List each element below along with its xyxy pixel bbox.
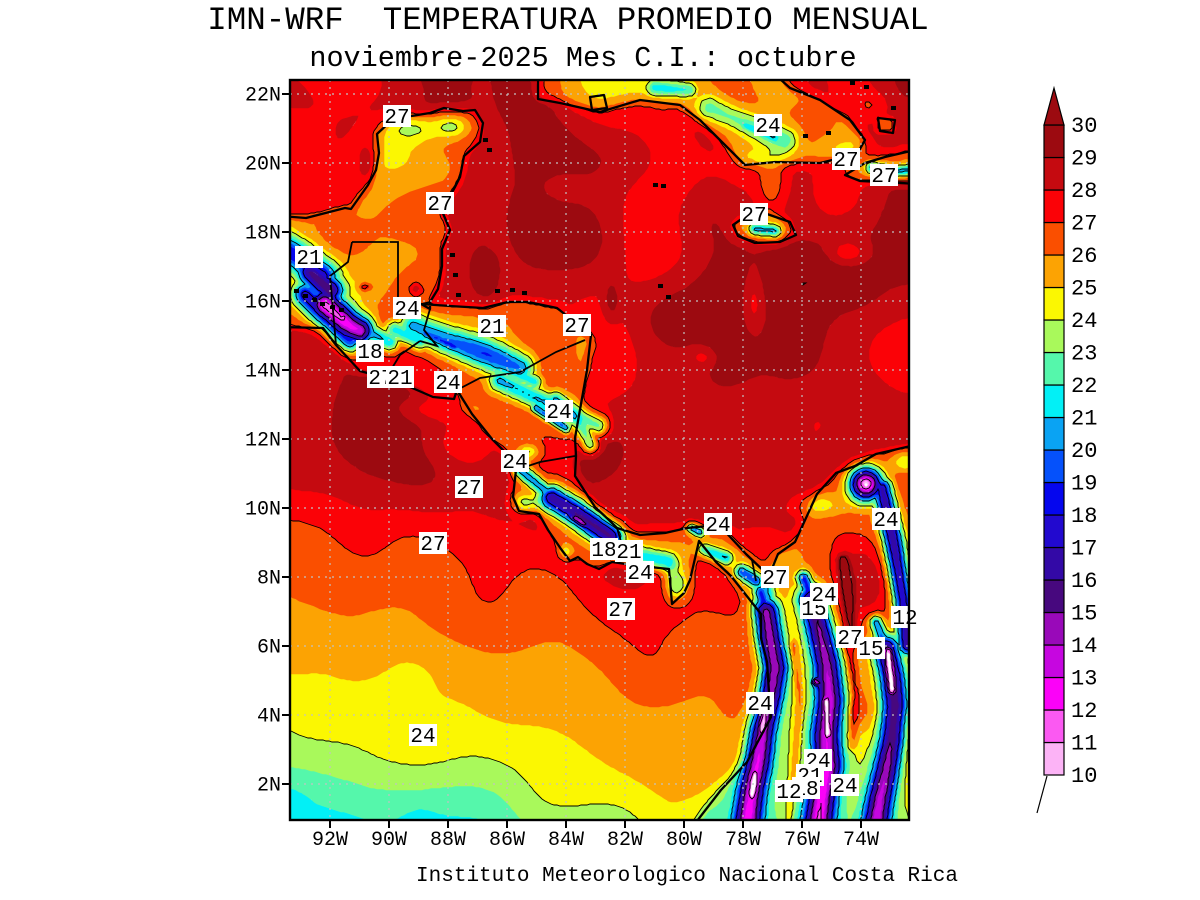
svg-text:18: 18 — [1071, 504, 1097, 529]
svg-text:14: 14 — [1071, 634, 1097, 659]
svg-text:12: 12 — [892, 608, 917, 631]
svg-text:24: 24 — [627, 563, 652, 586]
svg-text:17: 17 — [1071, 537, 1097, 562]
svg-text:8N: 8N — [257, 568, 281, 591]
svg-text:78W: 78W — [725, 829, 761, 852]
svg-text:IMN-WRF TEMPERATURA PROMEDIO: IMN-WRF TEMPERATURA PROMEDIO MENSUAL — [207, 2, 929, 39]
svg-text:24: 24 — [873, 510, 898, 533]
svg-text:27: 27 — [1071, 212, 1097, 237]
svg-text:27: 27 — [833, 150, 858, 173]
svg-text:84W: 84W — [548, 829, 584, 852]
svg-text:6N: 6N — [257, 637, 281, 660]
svg-text:21: 21 — [296, 248, 321, 271]
svg-text:10: 10 — [1071, 764, 1097, 789]
svg-text:25: 25 — [1071, 277, 1097, 302]
svg-text:27: 27 — [762, 568, 787, 591]
svg-text:18: 18 — [357, 342, 382, 365]
svg-text:82W: 82W — [607, 829, 643, 852]
svg-text:24: 24 — [1071, 309, 1097, 334]
svg-text:90W: 90W — [371, 829, 407, 852]
svg-text:28: 28 — [1071, 179, 1097, 204]
svg-text:24: 24 — [755, 116, 780, 139]
svg-text:16: 16 — [1071, 569, 1097, 594]
svg-text:27: 27 — [608, 600, 633, 623]
svg-text:12N: 12N — [245, 430, 281, 453]
svg-text:21: 21 — [616, 542, 641, 565]
svg-text:27: 27 — [456, 478, 481, 501]
svg-text:27: 27 — [420, 534, 445, 557]
svg-text:30: 30 — [1071, 114, 1097, 139]
svg-text:86W: 86W — [489, 829, 525, 852]
svg-text:24: 24 — [502, 452, 527, 475]
svg-text:16N: 16N — [245, 292, 281, 315]
svg-text:4N: 4N — [257, 706, 281, 729]
svg-text:19: 19 — [1071, 472, 1097, 497]
svg-text:15: 15 — [858, 639, 883, 662]
svg-text:24: 24 — [394, 299, 419, 322]
svg-text:23: 23 — [1071, 342, 1097, 367]
svg-text:22: 22 — [1071, 374, 1097, 399]
svg-text:15: 15 — [1071, 602, 1097, 627]
svg-text:18N: 18N — [245, 223, 281, 246]
svg-text:27: 27 — [837, 628, 862, 651]
svg-text:24: 24 — [747, 694, 772, 717]
svg-text:21: 21 — [479, 317, 504, 340]
svg-text:noviembre-2025 Mes C.I.: octub: noviembre-2025 Mes C.I.: octubre — [309, 42, 856, 75]
svg-text:12: 12 — [776, 782, 801, 805]
svg-text:Instituto Meteorologico Nacion: Instituto Meteorologico Nacional Costa R… — [416, 865, 958, 888]
svg-text:21: 21 — [1071, 407, 1097, 432]
svg-text:24: 24 — [546, 402, 571, 425]
svg-text:24: 24 — [435, 373, 460, 396]
svg-text:92W: 92W — [312, 829, 348, 852]
svg-text:20N: 20N — [245, 154, 281, 177]
svg-text:26: 26 — [1071, 244, 1097, 269]
svg-text:24: 24 — [811, 585, 836, 608]
svg-text:11: 11 — [1071, 732, 1097, 757]
svg-text:2N: 2N — [257, 775, 281, 798]
svg-text:13: 13 — [1071, 667, 1097, 692]
svg-text:21: 21 — [387, 368, 412, 391]
svg-text:27: 27 — [564, 316, 589, 339]
svg-text:14N: 14N — [245, 361, 281, 384]
svg-text:22N: 22N — [245, 85, 281, 108]
svg-text:20: 20 — [1071, 439, 1097, 464]
svg-text:27: 27 — [427, 194, 452, 217]
svg-text:76W: 76W — [784, 829, 820, 852]
svg-text:24: 24 — [410, 726, 435, 749]
svg-text:27: 27 — [871, 166, 896, 189]
svg-text:18: 18 — [591, 540, 616, 563]
svg-text:80W: 80W — [666, 829, 702, 852]
svg-text:74W: 74W — [843, 829, 879, 852]
svg-text:27: 27 — [741, 205, 766, 228]
svg-text:88W: 88W — [430, 829, 466, 852]
svg-text:12: 12 — [1071, 699, 1097, 724]
svg-text:27: 27 — [384, 107, 409, 130]
svg-text:10N: 10N — [245, 499, 281, 522]
svg-text:24: 24 — [705, 515, 730, 538]
svg-text:29: 29 — [1071, 147, 1097, 172]
svg-text:24: 24 — [832, 776, 857, 799]
